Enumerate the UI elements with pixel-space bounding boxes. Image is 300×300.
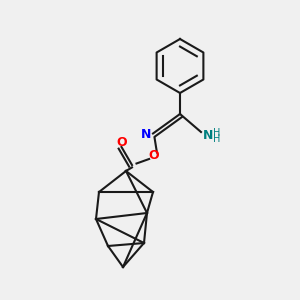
Text: H: H <box>213 128 220 138</box>
Text: O: O <box>116 136 127 149</box>
Text: N: N <box>141 128 152 142</box>
Text: O: O <box>148 149 159 163</box>
Text: H: H <box>213 134 220 144</box>
Text: N: N <box>203 129 214 142</box>
